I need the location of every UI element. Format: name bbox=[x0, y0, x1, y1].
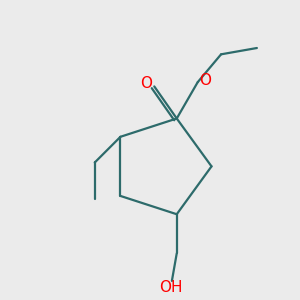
Text: OH: OH bbox=[159, 280, 182, 296]
Text: O: O bbox=[140, 76, 152, 91]
Text: O: O bbox=[199, 73, 211, 88]
